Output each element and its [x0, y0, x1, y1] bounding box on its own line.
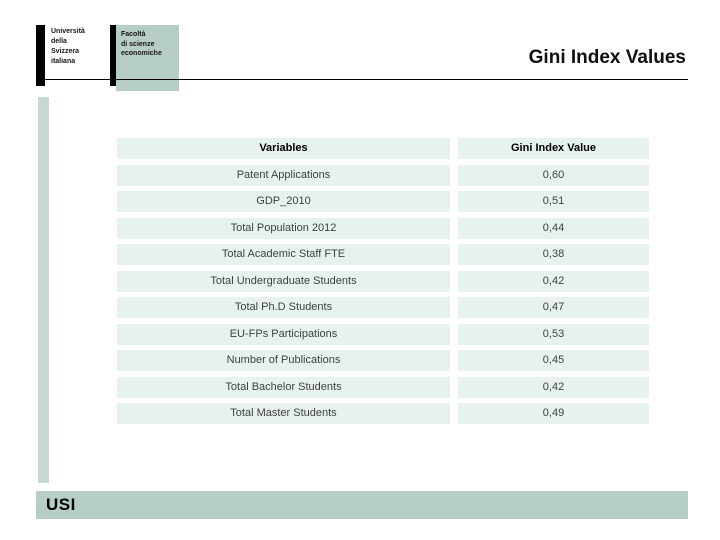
cell-variable: Total Academic Staff FTE — [117, 244, 450, 265]
university-line: Università — [51, 28, 85, 35]
cell-variable: Number of Publications — [117, 350, 450, 371]
university-line: Svizzera — [51, 48, 80, 55]
column-header-variables: Variables — [117, 138, 450, 159]
table-row: GDP_2010 0,51 — [117, 191, 649, 212]
table-row: EU-FPs Participations 0,53 — [117, 323, 649, 345]
footer-bar: USI — [36, 491, 688, 519]
cell-variable: EU-FPs Participations — [117, 323, 450, 345]
cell-variable: Total Bachelor Students — [117, 376, 450, 398]
table-row: Total Population 2012 0,44 — [117, 217, 649, 239]
page-title: Gini Index Values — [528, 47, 686, 68]
column-header-gini-value: Gini Index Value — [458, 138, 649, 159]
table-row: Patent Applications 0,60 — [117, 164, 649, 186]
cell-value: 0,47 — [458, 297, 649, 318]
side-accent-strip — [38, 97, 49, 483]
cell-variable: Patent Applications — [117, 164, 450, 186]
table-header-row: Variables Gini Index Value — [117, 138, 649, 159]
cell-value: 0,45 — [458, 350, 649, 371]
university-name: Università della Svizzera italiana — [51, 27, 109, 67]
cell-value: 0,49 — [458, 403, 649, 424]
usi-logo-text: USI — [46, 495, 76, 514]
table-row: Total Academic Staff FTE 0,38 — [117, 244, 649, 265]
cell-value: 0,53 — [458, 323, 649, 345]
cell-variable: Total Ph.D Students — [117, 297, 450, 318]
table-row: Number of Publications 0,45 — [117, 350, 649, 371]
table-row: Total Undergraduate Students 0,42 — [117, 270, 649, 292]
faculty-line: economiche — [121, 50, 162, 57]
logo-black-bar-left — [36, 25, 45, 86]
table-row: Total Bachelor Students 0,42 — [117, 376, 649, 398]
cell-variable: Total Population 2012 — [117, 217, 450, 239]
table-row: Total Ph.D Students 0,47 — [117, 297, 649, 318]
cell-value: 0,42 — [458, 376, 649, 398]
cell-variable: GDP_2010 — [117, 191, 450, 212]
faculty-line: Facoltà — [121, 31, 146, 38]
faculty-box: Facoltà di scienze economiche — [116, 25, 179, 91]
cell-variable: Total Master Students — [117, 403, 450, 424]
header-divider — [36, 79, 688, 80]
cell-value: 0,42 — [458, 270, 649, 292]
cell-value: 0,44 — [458, 217, 649, 239]
cell-value: 0,51 — [458, 191, 649, 212]
university-line: italiana — [51, 58, 76, 65]
cell-value: 0,60 — [458, 164, 649, 186]
university-line: della — [51, 38, 67, 45]
logo-black-bar-right — [110, 25, 116, 86]
gini-table: Variables Gini Index Value Patent Applic… — [117, 138, 649, 430]
cell-value: 0,38 — [458, 244, 649, 265]
cell-variable: Total Undergraduate Students — [117, 270, 450, 292]
faculty-line: di scienze — [121, 40, 155, 48]
table-row: Total Master Students 0,49 — [117, 403, 649, 424]
